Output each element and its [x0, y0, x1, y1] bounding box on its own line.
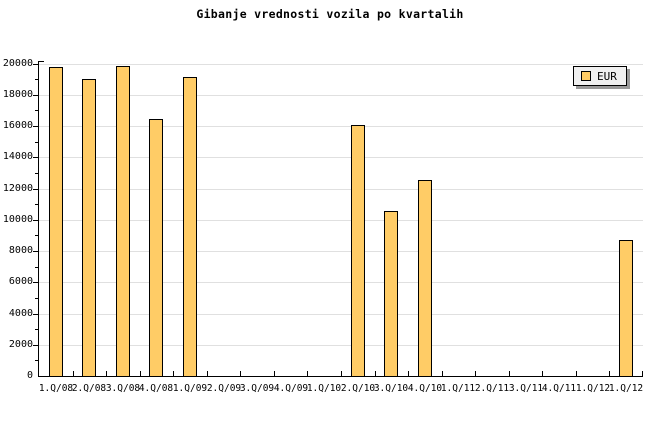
gridline	[39, 95, 643, 96]
x-tick	[307, 371, 308, 376]
gridline	[39, 345, 643, 346]
gridline	[39, 251, 643, 252]
gridline	[39, 314, 643, 315]
y-tick-minor	[35, 79, 38, 80]
x-tick	[240, 371, 241, 376]
y-tick-minor	[35, 173, 38, 174]
x-tick	[442, 371, 443, 376]
x-tick	[173, 371, 174, 376]
y-tick-major	[33, 314, 38, 315]
x-axis-label: 4.Q/11	[541, 383, 577, 394]
y-tick-major	[33, 126, 38, 127]
chart-title: Gibanje vrednosti vozila po kvartalih	[196, 7, 464, 21]
x-axis-label: 1.Q/08	[38, 383, 74, 394]
legend: EUR	[573, 66, 627, 86]
x-axis-label: 1.Q/12	[575, 383, 611, 394]
x-tick	[274, 371, 275, 376]
bar	[619, 240, 633, 376]
y-tick-minor	[35, 204, 38, 205]
y-axis-label: 18000	[2, 89, 33, 100]
y-axis-label: 4000	[8, 308, 33, 319]
legend-label: EUR	[597, 69, 617, 83]
y-tick-major	[33, 220, 38, 221]
x-axis-label: 1.Q/12	[608, 383, 644, 394]
y-tick-major	[33, 282, 38, 283]
gridline	[39, 64, 643, 65]
y-tick-minor	[35, 142, 38, 143]
plot-area	[38, 61, 643, 377]
x-axis-label: 4.Q/08	[138, 383, 174, 394]
y-tick-major	[33, 157, 38, 158]
y-tick-minor	[35, 267, 38, 268]
x-axis-label: 2.Q/10	[340, 383, 376, 394]
bar	[351, 125, 365, 376]
x-tick	[475, 371, 476, 376]
bar	[149, 119, 163, 376]
y-axis-label: 8000	[8, 245, 33, 256]
bar	[418, 180, 432, 376]
x-axis-label: 3.Q/10	[373, 383, 409, 394]
x-tick	[341, 371, 342, 376]
x-axis-label: 1.Q/09	[172, 383, 208, 394]
x-tick	[207, 371, 208, 376]
x-tick	[106, 371, 107, 376]
x-axis-label: 4.Q/10	[407, 383, 443, 394]
x-axis-end-tick	[642, 371, 643, 376]
y-axis-end-tick	[39, 61, 44, 62]
x-axis-label: 3.Q/08	[105, 383, 141, 394]
x-tick	[140, 371, 141, 376]
y-tick-major	[33, 345, 38, 346]
y-tick-major	[33, 189, 38, 190]
gridline	[39, 157, 643, 158]
bar	[116, 66, 130, 376]
x-tick	[375, 371, 376, 376]
y-axis-label: 6000	[8, 276, 33, 287]
gridline	[39, 220, 643, 221]
x-tick	[576, 371, 577, 376]
y-axis-label: 0	[26, 370, 33, 381]
y-tick-minor	[35, 360, 38, 361]
y-axis-label: 12000	[2, 183, 33, 194]
x-axis-label: 2.Q/08	[71, 383, 107, 394]
x-tick	[542, 371, 543, 376]
bar	[384, 211, 398, 376]
y-tick-minor	[35, 298, 38, 299]
y-tick-major	[33, 95, 38, 96]
y-tick-major	[33, 64, 38, 65]
gridline	[39, 282, 643, 283]
x-axis-label: 2.Q/09	[206, 383, 242, 394]
x-tick	[408, 371, 409, 376]
legend-swatch-eur	[581, 71, 591, 81]
bar	[183, 77, 197, 376]
x-axis-label: 3.Q/11	[508, 383, 544, 394]
gridline	[39, 189, 643, 190]
x-tick	[609, 371, 610, 376]
x-axis-label: 4.Q/09	[273, 383, 309, 394]
y-tick-major	[33, 251, 38, 252]
y-tick-minor	[35, 329, 38, 330]
y-tick-minor	[35, 110, 38, 111]
x-axis-label: 2.Q/11	[474, 383, 510, 394]
bar	[49, 67, 63, 376]
x-axis-label: 1.Q/10	[306, 383, 342, 394]
y-tick-minor	[35, 235, 38, 236]
x-axis-label: 1.Q/11	[440, 383, 476, 394]
bar	[82, 79, 96, 376]
y-axis-label: 16000	[2, 120, 33, 131]
y-axis-label: 20000	[2, 58, 33, 69]
y-axis-label: 2000	[8, 339, 33, 350]
x-tick	[73, 371, 74, 376]
gridline	[39, 126, 643, 127]
x-axis-label: 3.Q/09	[239, 383, 275, 394]
x-tick	[509, 371, 510, 376]
y-axis-label: 14000	[2, 151, 33, 162]
y-axis-label: 10000	[2, 214, 33, 225]
